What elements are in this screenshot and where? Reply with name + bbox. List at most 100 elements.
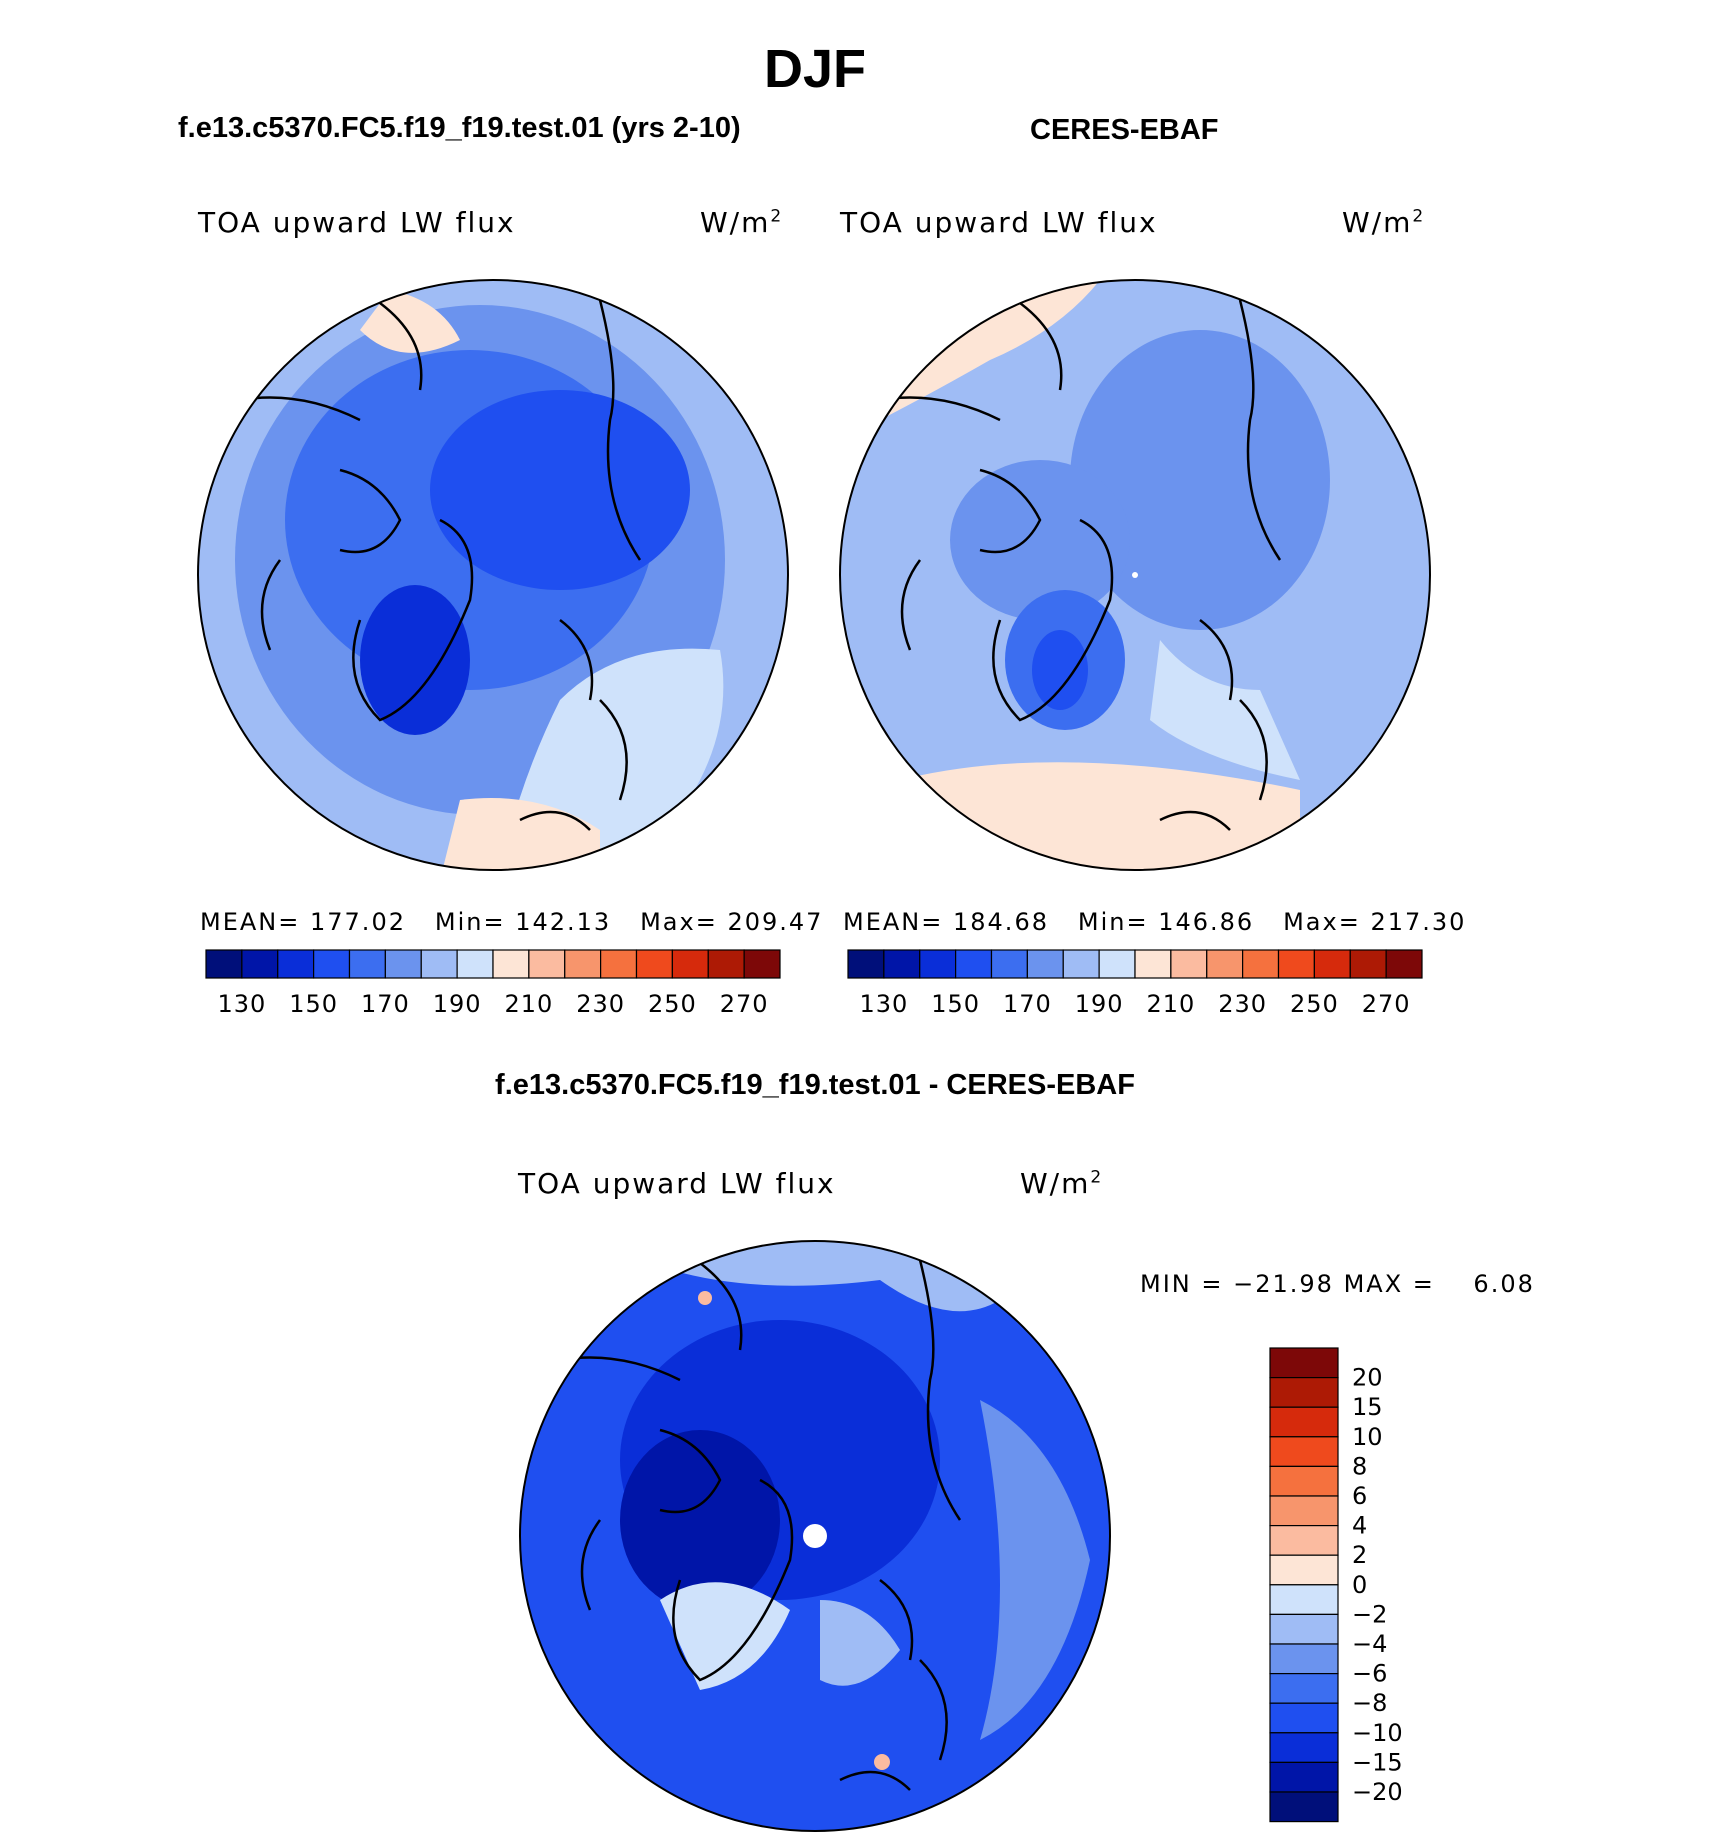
colorbar-obs-tick-label: 170 [1003,990,1052,1018]
colorbar-diff-swatch [1269,1376,1339,1408]
colorbar-diff-tick-label: 2 [1352,1541,1367,1569]
colorbar-diff-swatch [1269,1732,1339,1764]
map-model-fill-150 [430,390,690,590]
map-obs-pole-point [1132,572,1138,578]
stats-obs: MEAN= 184.68 Min= 146.86 Max= 217.30 [843,908,1467,936]
colorbar-obs-swatch [1349,949,1387,979]
map-diff-fill-minus20 [620,1430,780,1610]
colorbar-diff-swatch [1269,1406,1339,1438]
units-label-model: W/m2 [700,206,784,239]
colorbar-diff-tick-label: 6 [1352,1482,1367,1510]
panel-header-model: f.e13.c5370.FC5.f19_f19.test.01 (yrs 2-1… [178,112,741,144]
stats-diff: MIN = −21.98 MAX = 6.08 [1140,1270,1535,1298]
colorbar-obs-swatch [847,949,885,979]
colorbar-obs-swatch [1098,949,1136,979]
colorbar-obs-swatch [1026,949,1064,979]
colorbar-obs: 130 150 170 190 210 230 250 270 [847,949,1423,1018]
colorbar-model-tick-label: 190 [433,990,482,1018]
map-diff-fill-minus2-barents [820,1600,900,1686]
map-obs [840,280,1430,870]
variable-label-diff: TOA upward LW flux [518,1167,836,1200]
colorbar-model-swatch [348,949,386,979]
colorbar-obs-tick-label: 230 [1218,990,1267,1018]
colorbar-diff-tick-label: −10 [1352,1719,1403,1747]
colorbar-model-swatch [564,949,602,979]
colorbar-diff-swatch [1269,1643,1339,1675]
colorbar-obs-tick-label: 210 [1146,990,1195,1018]
colorbar-model-swatch [241,949,279,979]
map-diff-pole-hole [803,1524,827,1548]
colorbar-model-swatch [313,949,351,979]
colorbar-model-swatch [671,949,709,979]
map-obs-fill-170-canada [950,460,1130,620]
colorbar-diff-swatch [1269,1495,1339,1527]
colorbar-diff-swatch [1269,1672,1339,1704]
colorbar-obs-swatch [1170,949,1208,979]
map-diff-border [519,1240,1111,1832]
colorbar-obs-swatch [1277,949,1315,979]
colorbar-diff-tick-label: −15 [1352,1748,1403,1776]
colorbar-diff-swatch [1269,1554,1339,1586]
panel-header-obs: CERES-EBAF [1030,114,1219,146]
colorbar-model-swatch [528,949,566,979]
colorbar-obs-swatch [990,949,1028,979]
colorbar-model-tick-label: 270 [720,990,769,1018]
map-model [198,280,788,870]
colorbar-diff-tick-label: −20 [1352,1778,1403,1806]
colorbar-obs-swatch [1062,949,1100,979]
figure-title: DJF [763,39,866,99]
colorbar-model: 130 150 170 190 210 230 250 270 [205,949,781,1018]
colorbar-diff-swatch [1269,1702,1339,1734]
colorbar-diff-tick-label: 15 [1352,1393,1383,1421]
colorbar-diff-tick-label: 20 [1352,1364,1383,1392]
colorbar-model-tick-label: 130 [217,990,266,1018]
colorbar-obs-swatch [1206,949,1244,979]
colorbar-obs-swatch [919,949,957,979]
map-diff-fill-positive-pacific [698,1291,712,1305]
colorbar-diff-tick-label: 4 [1352,1512,1367,1540]
colorbar-obs-swatch [1313,949,1351,979]
colorbar-model-tick-label: 250 [648,990,697,1018]
colorbar-obs-tick-label: 150 [931,990,980,1018]
colorbar-diff-swatch [1269,1761,1339,1793]
colorbar-diff-swatch [1269,1791,1339,1823]
map-model-fill-200-europe [440,798,600,870]
map-obs-fill-150 [1032,630,1088,710]
map-obs-border [839,279,1431,871]
colorbar-model-tick-label: 170 [361,990,410,1018]
colorbar-diff-swatch [1269,1584,1339,1616]
colorbar-diff-tick-label: 0 [1352,1571,1367,1599]
stats-model: MEAN= 177.02 Min= 142.13 Max= 209.47 [200,908,824,936]
units-label-obs: W/m2 [1342,206,1426,239]
colorbar-obs-tick-label: 250 [1290,990,1339,1018]
colorbar-obs-swatch [1242,949,1280,979]
map-diff-fill-positive-scandinavia [874,1754,890,1770]
colorbar-diff-swatch [1269,1347,1339,1379]
colorbar-model-swatch [492,949,530,979]
colorbar-obs-swatch [883,949,921,979]
colorbar-diff-tick-label: −6 [1352,1660,1387,1688]
colorbar-model-swatch [635,949,673,979]
colorbar-model-swatch [277,949,315,979]
colorbar-model-swatch [600,949,638,979]
colorbar-diff-swatch [1269,1524,1339,1556]
colorbar-model-swatch [205,949,243,979]
map-diff-fill-0-greenland [660,1582,790,1690]
colorbar-model-swatch [743,949,781,979]
panel-header-diff: f.e13.c5370.FC5.f19_f19.test.01 - CERES-… [495,1069,1135,1101]
colorbar-model-tick-label: 210 [504,990,553,1018]
colorbar-model-swatch [384,949,422,979]
colorbar-model-tick-label: 230 [576,990,625,1018]
colorbar-obs-tick-label: 190 [1075,990,1124,1018]
map-diff-fill-minus6-east [980,1400,1090,1740]
colorbar-diff-tick-label: 10 [1352,1423,1383,1451]
colorbar-diff-swatch [1269,1436,1339,1468]
colorbar-obs-swatch [955,949,993,979]
colorbar-model-swatch [456,949,494,979]
map-model-fill-greenland [360,585,470,735]
colorbar-model-tick-label: 150 [289,990,338,1018]
map-obs-fill-190 [1150,640,1300,780]
variable-label-model: TOA upward LW flux [198,206,516,239]
